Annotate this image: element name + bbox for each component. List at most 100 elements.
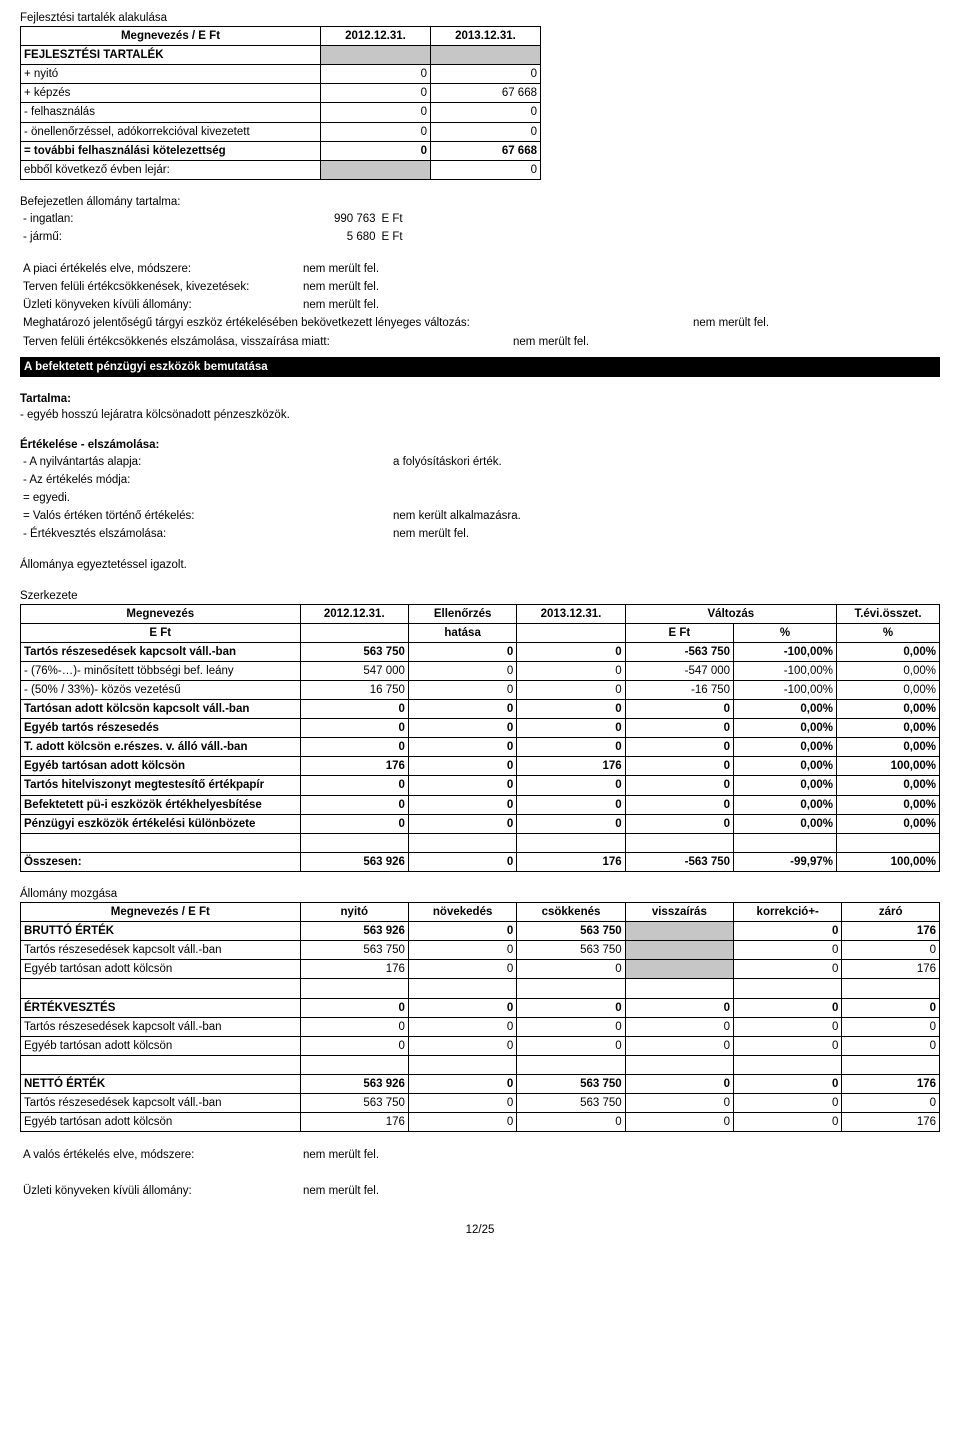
piaci-val: nem merült fel. xyxy=(300,296,500,314)
mz-row-label: Egyéb tartósan adott kölcsön xyxy=(21,1113,301,1132)
sz-p1: 0,00% xyxy=(734,738,837,757)
sz-total-p2: 100,00% xyxy=(837,852,940,871)
sz-v1: 0 xyxy=(300,700,408,719)
sz-p1: -100,00% xyxy=(734,681,837,700)
bef-label: - jármű: xyxy=(20,228,307,246)
sz-s-l: E Ft xyxy=(21,623,301,642)
sz-v2: 0 xyxy=(408,738,516,757)
mz-row-v xyxy=(625,960,733,979)
ert-label: - Az értékelés módja: xyxy=(20,471,390,489)
tartalma-title: Tartalma: xyxy=(20,391,940,407)
sz-v4: -16 750 xyxy=(625,681,733,700)
tartalma-line: - egyéb hosszú lejáratra kölcsönadott pé… xyxy=(20,407,940,423)
t1-cell-v2: 0 xyxy=(431,160,541,179)
ert-label: = egyedi. xyxy=(20,489,390,507)
t1-cell-v2: 67 668 xyxy=(431,84,541,103)
sz-v1: 0 xyxy=(300,738,408,757)
mozgas-table: Megnevezés / E Ft nyitó növekedés csökke… xyxy=(20,902,940,1132)
mz-head-label: BRUTTÓ ÉRTÉK xyxy=(21,922,301,941)
mz-head-v: 0 xyxy=(842,998,940,1017)
mz-row-v: 0 xyxy=(734,941,842,960)
t1-cell-v1 xyxy=(321,46,431,65)
piaci-l4-val: nem merült fel. xyxy=(690,314,940,332)
sz-total-v2: 0 xyxy=(408,852,516,871)
sz-label: - (50% / 33%)- közös vezetésű xyxy=(21,681,301,700)
mz-row-v: 0 xyxy=(408,941,516,960)
mz-head-v: 176 xyxy=(842,922,940,941)
sz-v2: 0 xyxy=(408,776,516,795)
szerk-title: Szerkezete xyxy=(20,588,940,604)
bottom-val: nem merült fel. xyxy=(300,1146,540,1164)
sz-h-c2: Ellenőrzés xyxy=(408,604,516,623)
sz-p2: 0,00% xyxy=(837,776,940,795)
bef-val: 5 680 xyxy=(307,228,379,246)
t1-cell-label: ebből következő évben lejár: xyxy=(21,160,321,179)
t1-title: Fejlesztési tartalék alakulása xyxy=(20,10,940,26)
sz-v4: -547 000 xyxy=(625,661,733,680)
sz-p2: 0,00% xyxy=(837,700,940,719)
mz-row-v: 0 xyxy=(408,1093,516,1112)
mz-row-label: Tartós részesedések kapcsolt váll.-ban xyxy=(21,941,301,960)
bottom-val: nem merült fel. xyxy=(300,1182,540,1200)
piaci-val: nem merült fel. xyxy=(300,278,500,296)
mz-row-v: 0 xyxy=(734,1017,842,1036)
sz-v1: 0 xyxy=(300,776,408,795)
sz-h-name: Megnevezés xyxy=(21,604,301,623)
mz-head-label: NETTÓ ÉRTÉK xyxy=(21,1074,301,1093)
sz-v3: 0 xyxy=(517,795,625,814)
mz-row-v: 0 xyxy=(625,1017,733,1036)
sz-h-c5: T.évi.összet. xyxy=(837,604,940,623)
sz-s-p1: % xyxy=(734,623,837,642)
t1-cell-v2: 0 xyxy=(431,65,541,84)
mz-row-v: 563 750 xyxy=(300,941,408,960)
sz-v2: 0 xyxy=(408,757,516,776)
sz-v1: 0 xyxy=(300,719,408,738)
allomanya: Állománya egyeztetéssel igazolt. xyxy=(20,557,940,573)
mz-head-v: 0 xyxy=(408,1074,516,1093)
mz-head-label: ÉRTÉKVESZTÉS xyxy=(21,998,301,1017)
sz-total-label: Összesen: xyxy=(21,852,301,871)
t1-cell-v2: 0 xyxy=(431,122,541,141)
mz-row-v: 0 xyxy=(842,1036,940,1055)
mz-head-v: 0 xyxy=(300,998,408,1017)
ert-val: nem került alkalmazásra. xyxy=(390,507,720,525)
mz-h-c5: korrekció+- xyxy=(734,903,842,922)
piaci-l5-label: Terven felüli értékcsökkenés elszámolása… xyxy=(20,333,510,351)
mz-h-c6: záró xyxy=(842,903,940,922)
ert-val: a folyósításkori érték. xyxy=(390,453,720,471)
t1-h-name: Megnevezés / E Ft xyxy=(21,27,321,46)
ert-label: - A nyilvántartás alapja: xyxy=(20,453,390,471)
sz-v3: 0 xyxy=(517,719,625,738)
mz-row-v: 0 xyxy=(842,1093,940,1112)
sz-p1: 0,00% xyxy=(734,814,837,833)
sz-p1: 0,00% xyxy=(734,776,837,795)
mz-head-v: 0 xyxy=(734,998,842,1017)
t1-cell-label: + képzés xyxy=(21,84,321,103)
t1-table: Megnevezés / E Ft 2012.12.31. 2013.12.31… xyxy=(20,26,541,180)
mz-row-v: 176 xyxy=(300,1113,408,1132)
mz-row-v: 563 750 xyxy=(300,1093,408,1112)
mz-row-label: Egyéb tartósan adott kölcsön xyxy=(21,1036,301,1055)
bottom-label: Üzleti könyveken kívüli állomány: xyxy=(20,1182,300,1200)
sz-p2: 0,00% xyxy=(837,642,940,661)
sz-label: Egyéb tartós részesedés xyxy=(21,719,301,738)
t1-h-c1: 2012.12.31. xyxy=(321,27,431,46)
mz-row-label: Tartós részesedések kapcsolt váll.-ban xyxy=(21,1017,301,1036)
t1-cell-label: - önellenőrzéssel, adókorrekcióval kivez… xyxy=(21,122,321,141)
sz-v4: 0 xyxy=(625,776,733,795)
mz-row-label: Tartós részesedések kapcsolt váll.-ban xyxy=(21,1093,301,1112)
sz-total-v3: 176 xyxy=(517,852,625,871)
sz-v4: -563 750 xyxy=(625,642,733,661)
mz-row-v: 0 xyxy=(408,1113,516,1132)
sz-v3: 0 xyxy=(517,738,625,757)
sz-s-c2: hatása xyxy=(408,623,516,642)
page-footer: 12/25 xyxy=(20,1222,940,1238)
mz-head-v: 0 xyxy=(517,998,625,1017)
t1-cell-v1: 0 xyxy=(321,65,431,84)
mz-row-v: 0 xyxy=(517,1017,625,1036)
sz-label: Pénzügyi eszközök értékelési különbözete xyxy=(21,814,301,833)
sz-v3: 176 xyxy=(517,757,625,776)
sz-v2: 0 xyxy=(408,719,516,738)
sz-v2: 0 xyxy=(408,642,516,661)
sz-v4: 0 xyxy=(625,757,733,776)
